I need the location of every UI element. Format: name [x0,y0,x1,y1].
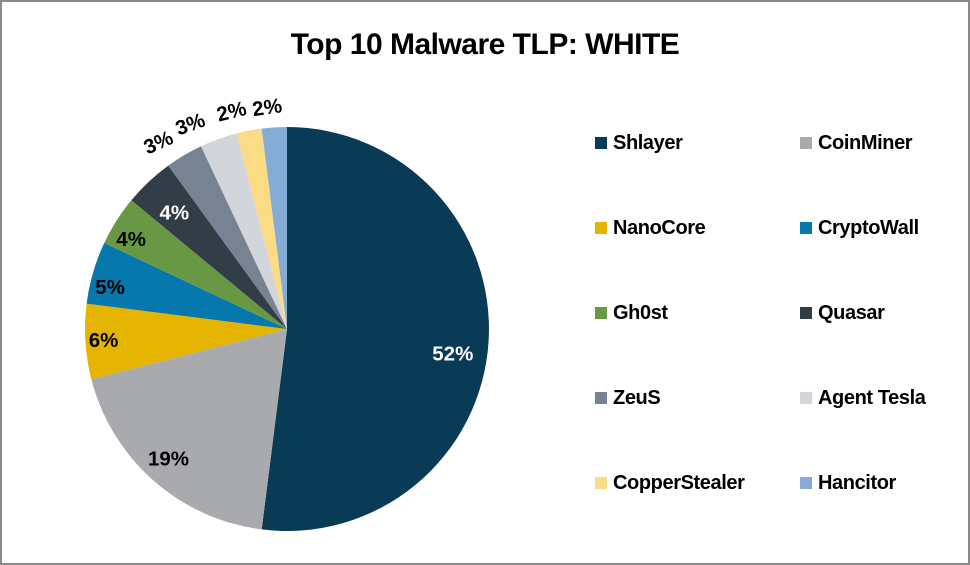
legend-swatch-shlayer [595,137,607,149]
pie-slice-nanocore [84,303,287,380]
legend-item-cryptowall: CryptoWall [800,215,968,241]
legend-label-shlayer: Shlayer [613,131,683,154]
legend: Shlayer CoinMiner NanoCore CryptoWall Gh0st Q… [595,130,968,496]
legend-label-gh0st: Gh0st [613,301,668,324]
legend-swatch-hancitor [800,477,812,489]
pie-slice-hancitor [261,127,287,329]
pie-chart: 52%19%6%5%4%4%3%3% 2% 2% [84,94,489,531]
legend-swatch-quasar [800,307,812,319]
legend-item-agent-tesla: Agent Tesla [800,385,968,411]
legend-swatch-zeus [595,392,607,404]
pie-slices [84,127,489,531]
slice-label-nanocore: 6% [89,329,119,352]
pie-slice-shlayer [261,127,489,531]
legend-label-agent-tesla: Agent Tesla [818,386,926,409]
slice-label-agent-tesla: 3% [172,109,208,141]
legend-item-nanocore: NanoCore [595,215,800,241]
legend-item-coinminer: CoinMiner [800,130,968,156]
slice-label-quasar: 4% [159,202,189,225]
slice-label-gh0st: 4% [116,228,146,251]
pie-slice-gh0st [104,200,287,329]
legend-item-gh0st: Gh0st [595,300,800,326]
slice-label-shlayer: 52% [432,343,473,366]
legend-item-copperstealer: CopperStealer [595,470,800,496]
legend-swatch-coinminer [800,137,812,149]
slice-label-zeus: 3% [140,126,176,159]
pie-slice-zeus [168,146,287,329]
slice-label-hancitor: 2% [251,94,284,121]
legend-swatch-cryptowall [800,222,812,234]
legend-swatch-gh0st [595,307,607,319]
chart-title: Top 10 Malware TLP: WHITE [290,28,680,61]
pie-slice-coinminer [91,329,287,530]
pie-slice-cryptowall [86,242,287,329]
legend-label-coinminer: CoinMiner [818,131,913,154]
slice-label-coinminer: 19% [148,447,189,470]
legend-item-zeus: ZeuS [595,385,800,411]
pie-slice-quasar [131,165,287,329]
legend-label-zeus: ZeuS [613,386,661,409]
legend-item-quasar: Quasar [800,300,968,326]
legend-item-shlayer: Shlayer [595,130,800,156]
pie-slice-copperstealer [236,128,287,329]
slice-label-cryptowall: 5% [95,276,125,299]
legend-swatch-agent-tesla [800,392,812,404]
legend-swatch-copperstealer [595,477,607,489]
legend-item-hancitor: Hancitor [800,470,968,496]
legend-label-copperstealer: CopperStealer [613,471,745,494]
legend-label-nanocore: NanoCore [613,216,706,239]
legend-label-cryptowall: CryptoWall [818,216,919,239]
legend-label-hancitor: Hancitor [818,471,896,494]
slice-label-copperstealer: 2% [214,97,248,126]
pie-slice-agent-tesla [200,133,287,329]
legend-swatch-nanocore [595,222,607,234]
legend-label-quasar: Quasar [818,301,885,324]
